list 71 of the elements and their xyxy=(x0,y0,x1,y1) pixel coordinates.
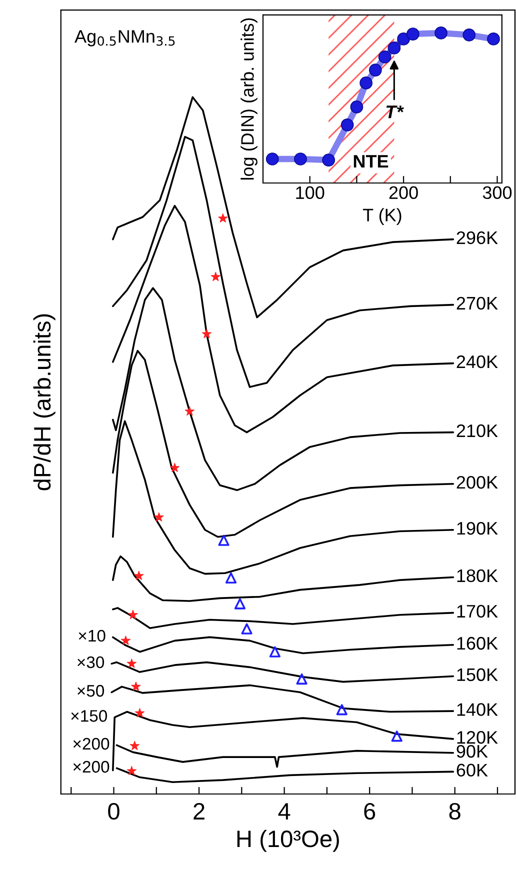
annotation: ×30 xyxy=(78,656,104,668)
point xyxy=(218,534,230,546)
point xyxy=(154,512,164,522)
point xyxy=(340,118,354,132)
series-label: 200K xyxy=(456,476,498,489)
series-label: 210K xyxy=(456,424,498,438)
x-tick-label: 4 xyxy=(278,803,290,820)
point xyxy=(434,26,448,40)
series-label: 190K xyxy=(457,522,498,535)
y-axis-title: log (DIN) (arb. units) xyxy=(240,18,258,180)
point xyxy=(294,152,307,166)
point xyxy=(462,28,476,42)
point xyxy=(134,570,144,580)
point xyxy=(391,730,402,742)
point xyxy=(269,646,280,658)
series-label: 240K xyxy=(456,355,498,368)
point xyxy=(130,740,140,750)
point xyxy=(184,406,194,416)
annotation: ×150 xyxy=(71,710,108,722)
x-tick-label: 200 xyxy=(389,186,418,200)
point xyxy=(170,462,180,472)
series-label: 160K xyxy=(457,636,498,650)
x-tick-label: 0 xyxy=(108,802,120,820)
series-label: 270K xyxy=(456,296,498,310)
point xyxy=(388,42,401,54)
annotation: ×200 xyxy=(73,760,110,773)
point xyxy=(234,598,246,610)
series-label: 180K xyxy=(457,569,498,582)
point xyxy=(131,682,141,691)
point xyxy=(487,32,500,46)
series-label: 60K xyxy=(456,764,488,777)
point xyxy=(128,610,138,620)
annotation: ×50 xyxy=(78,684,104,697)
point xyxy=(406,28,420,40)
annotation: T* xyxy=(386,106,404,118)
annotation: ×10 xyxy=(78,630,106,642)
point xyxy=(350,100,364,114)
x-axis-title: T (K) xyxy=(362,208,402,225)
y-axis-title: dP/dH (arb.units) xyxy=(33,314,56,490)
point xyxy=(126,766,136,776)
point xyxy=(241,623,252,634)
series-label: 296K xyxy=(456,231,498,244)
point xyxy=(134,708,145,718)
text: Ag$_{0.5}$NMn$_{3.5}$ xyxy=(74,30,175,46)
series-label: 150K xyxy=(457,668,498,682)
point xyxy=(369,64,382,76)
point xyxy=(266,152,279,166)
point xyxy=(210,272,220,282)
x-tick-label: 6 xyxy=(364,802,376,820)
point xyxy=(202,329,212,338)
point xyxy=(360,76,372,90)
point xyxy=(296,673,308,685)
series-label: 90K xyxy=(456,744,488,758)
series-label: 120K xyxy=(457,731,498,744)
point xyxy=(336,704,348,716)
point xyxy=(126,658,136,668)
x-tick-label: 2 xyxy=(194,802,204,820)
point xyxy=(225,572,237,584)
annotation: ×200 xyxy=(73,738,110,750)
point xyxy=(120,636,130,645)
point xyxy=(322,154,336,166)
series-label: 170K xyxy=(457,604,498,618)
x-tick-label: 100 xyxy=(296,186,324,200)
x-axis-title: H (10³Oe) xyxy=(237,830,339,852)
band-label: NTE xyxy=(354,155,388,168)
x-tick-label: 8 xyxy=(449,802,460,820)
point xyxy=(218,213,228,222)
series-label: 140K xyxy=(457,703,498,716)
point xyxy=(397,32,410,46)
point xyxy=(378,50,392,64)
x-tick-label: 300 xyxy=(482,186,512,200)
